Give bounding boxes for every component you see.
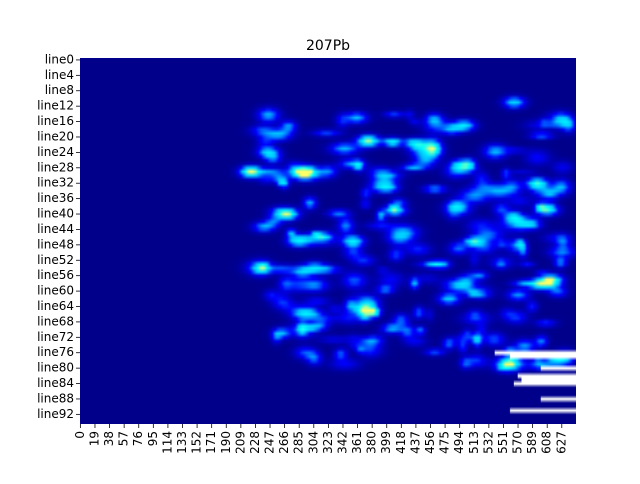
y-tick-label: line44 — [37, 222, 74, 236]
plot-area — [80, 58, 576, 424]
y-tick-label: line32 — [37, 176, 74, 190]
y-tick-label: line20 — [37, 129, 74, 143]
y-tick-label: line12 — [37, 99, 74, 113]
x-tick-label: 608 — [540, 431, 554, 454]
x-tick-label: 209 — [233, 431, 247, 454]
y-tick-label: line52 — [37, 253, 74, 267]
y-tick-label: line88 — [37, 391, 74, 405]
x-tick-label: 95 — [146, 431, 160, 446]
heatmap-image — [80, 58, 576, 424]
x-tick-label: 456 — [423, 431, 437, 454]
x-tick-label: 380 — [365, 431, 379, 454]
y-tick-label: line0 — [45, 52, 74, 66]
x-tick-label: 57 — [117, 431, 131, 446]
x-tick-label: 152 — [190, 431, 204, 454]
x-tick-label: 228 — [248, 431, 262, 454]
x-tick-label: 437 — [408, 431, 422, 454]
y-tick-label: line80 — [37, 361, 74, 375]
x-tick-label: 114 — [160, 431, 174, 454]
x-tick-label: 551 — [496, 431, 510, 454]
x-tick-label: 19 — [87, 431, 101, 446]
y-tick-label: line84 — [37, 376, 74, 390]
x-axis: 0 19 38 57 76 95 114 133 152 171 190 209 228 247 266 28… — [73, 424, 568, 454]
x-tick-label: 475 — [438, 431, 452, 454]
x-tick-label: 361 — [350, 431, 364, 454]
x-tick-label: 247 — [263, 431, 277, 454]
chart-title: 207Pb — [306, 38, 350, 54]
x-tick-label: 532 — [481, 431, 495, 454]
y-tick-label: line56 — [37, 268, 74, 282]
x-tick-label: 570 — [511, 431, 525, 454]
y-tick-label: line60 — [37, 284, 74, 298]
x-tick-label: 494 — [452, 431, 466, 454]
y-tick-label: line24 — [37, 145, 74, 159]
x-tick-label: 76 — [131, 431, 145, 446]
x-tick-label: 418 — [394, 431, 408, 454]
x-tick-label: 513 — [467, 431, 481, 454]
x-tick-label: 0 — [73, 431, 87, 439]
x-tick-label: 589 — [525, 431, 539, 454]
y-tick-label: line72 — [37, 330, 74, 344]
x-tick-label: 171 — [204, 431, 218, 454]
x-tick-label: 38 — [102, 431, 116, 446]
x-tick-label: 285 — [292, 431, 306, 454]
y-tick-label: line76 — [37, 345, 74, 359]
x-tick-label: 190 — [219, 431, 233, 454]
y-tick-label: line36 — [37, 191, 74, 205]
y-tick-label: line48 — [37, 237, 74, 251]
x-tick-label: 342 — [335, 431, 349, 454]
x-tick-label: 133 — [175, 431, 189, 454]
y-axis: line0line4line8line12line16line20line24l… — [37, 52, 80, 421]
x-tick-label: 323 — [321, 431, 335, 454]
x-tick-label: 627 — [554, 431, 568, 454]
y-tick-label: line64 — [37, 299, 74, 313]
y-tick-label: line8 — [45, 83, 74, 97]
y-tick-label: line92 — [37, 407, 74, 421]
y-tick-label: line40 — [37, 207, 74, 221]
y-tick-label: line4 — [45, 68, 74, 82]
y-tick-label: line28 — [37, 160, 74, 174]
x-tick-label: 399 — [379, 431, 393, 454]
y-tick-label: line68 — [37, 314, 74, 328]
y-tick-label: line16 — [37, 114, 74, 128]
x-tick-label: 266 — [277, 431, 291, 454]
x-tick-label: 304 — [306, 431, 320, 454]
